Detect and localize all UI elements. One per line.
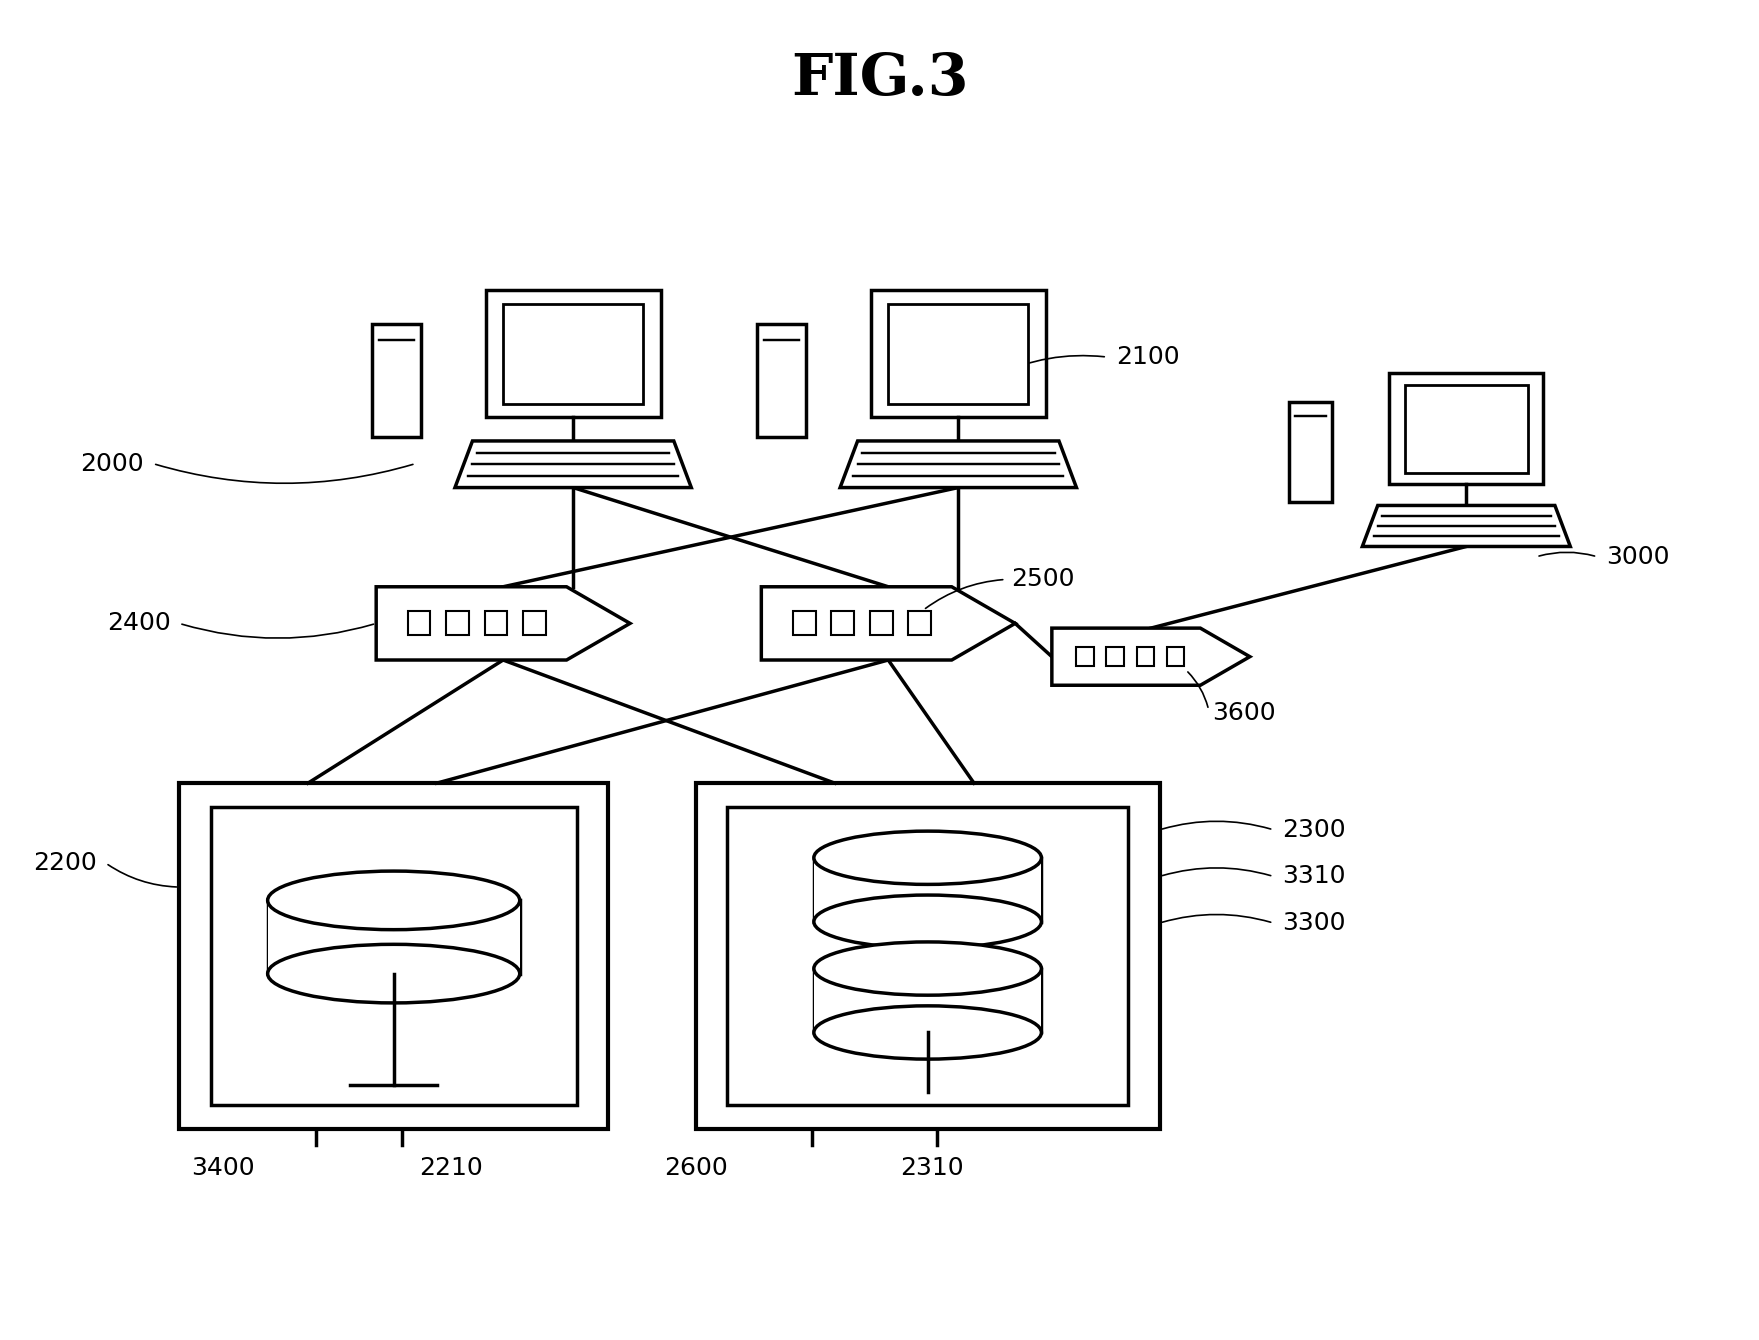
- Bar: [211, 807, 577, 1106]
- Text: 2000: 2000: [81, 452, 144, 476]
- Bar: [1136, 647, 1154, 666]
- Ellipse shape: [814, 942, 1041, 996]
- Bar: [1289, 402, 1332, 502]
- Bar: [871, 611, 892, 635]
- Ellipse shape: [267, 871, 519, 930]
- Bar: [1405, 385, 1529, 473]
- Bar: [267, 900, 519, 974]
- Bar: [447, 611, 470, 635]
- Polygon shape: [456, 441, 691, 488]
- Bar: [814, 858, 1041, 922]
- Bar: [793, 611, 816, 635]
- Bar: [371, 324, 420, 437]
- Bar: [1106, 647, 1124, 666]
- Text: 2310: 2310: [901, 1156, 964, 1181]
- Text: 2600: 2600: [663, 1156, 728, 1181]
- Bar: [726, 807, 1128, 1106]
- Ellipse shape: [814, 831, 1041, 884]
- Text: 2210: 2210: [419, 1156, 482, 1181]
- Bar: [756, 324, 806, 437]
- Bar: [503, 304, 644, 403]
- Text: 2100: 2100: [1115, 346, 1180, 369]
- Text: 3300: 3300: [1282, 911, 1346, 935]
- Text: 2300: 2300: [1282, 817, 1346, 842]
- Ellipse shape: [814, 1006, 1041, 1059]
- Polygon shape: [376, 587, 630, 661]
- Text: 2200: 2200: [33, 851, 97, 875]
- Bar: [888, 304, 1029, 403]
- Ellipse shape: [267, 945, 519, 1002]
- Bar: [485, 611, 508, 635]
- Ellipse shape: [814, 895, 1041, 949]
- Bar: [832, 611, 855, 635]
- Bar: [908, 611, 931, 635]
- Bar: [1077, 647, 1094, 666]
- Text: 3400: 3400: [192, 1156, 255, 1181]
- Polygon shape: [762, 587, 1015, 661]
- Text: FIG.3: FIG.3: [792, 51, 967, 107]
- Polygon shape: [841, 441, 1077, 488]
- Bar: [522, 611, 545, 635]
- Bar: [179, 783, 609, 1130]
- Text: 3000: 3000: [1606, 545, 1669, 568]
- Text: 2500: 2500: [1011, 567, 1075, 591]
- Bar: [408, 611, 431, 635]
- Text: 3600: 3600: [1212, 701, 1275, 725]
- Polygon shape: [1361, 505, 1571, 547]
- Bar: [1390, 373, 1543, 484]
- Bar: [871, 291, 1047, 417]
- Text: 2400: 2400: [107, 611, 171, 635]
- Bar: [1166, 647, 1184, 666]
- Bar: [485, 291, 661, 417]
- Bar: [814, 969, 1041, 1033]
- Bar: [695, 783, 1159, 1130]
- Polygon shape: [1052, 628, 1251, 685]
- Text: 3310: 3310: [1282, 864, 1346, 888]
